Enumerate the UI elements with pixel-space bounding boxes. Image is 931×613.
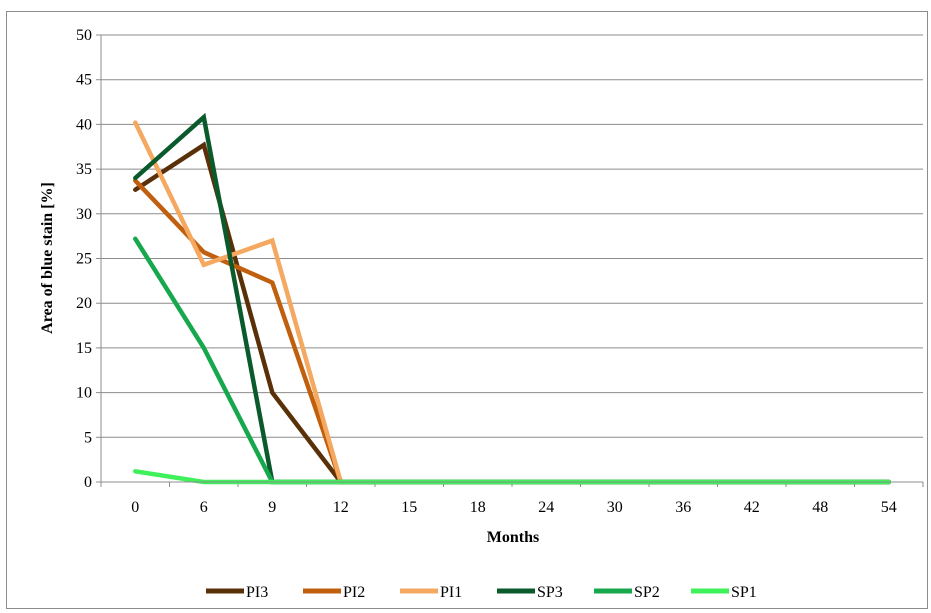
legend-label: PI3	[246, 584, 268, 601]
series-lines	[133, 112, 892, 485]
y-tick-label: 5	[84, 429, 92, 446]
y-tick-label: 20	[76, 295, 92, 312]
series-line-sp1	[133, 469, 892, 485]
x-tick-label: 6	[200, 499, 208, 516]
legend: PI3 PI2 PI1 SP3 SP2 SP1	[206, 584, 757, 601]
y-tick-label: 15	[76, 340, 92, 357]
x-tick-label: 48	[812, 499, 828, 516]
x-tick-label: 42	[744, 499, 760, 516]
x-tick-label: 12	[333, 499, 349, 516]
legend-item-sp3: SP3	[497, 584, 563, 601]
legend-item-sp2: SP2	[594, 584, 660, 601]
x-tick-label: 18	[470, 499, 486, 516]
chart-frame	[6, 11, 928, 609]
x-tick-label: 30	[607, 499, 623, 516]
y-tick-label: 10	[76, 385, 92, 402]
legend-label: SP2	[634, 584, 660, 601]
legend-label: PI2	[343, 584, 365, 601]
x-tick-label: 15	[401, 499, 417, 516]
y-tick-label: 30	[76, 206, 92, 223]
y-tick-label: 40	[76, 116, 92, 133]
legend-label: PI1	[440, 584, 462, 601]
legend-label: SP1	[731, 584, 757, 601]
gridlines	[101, 34, 923, 438]
legend-item-pi3: PI3	[206, 584, 268, 601]
x-axis-title: Months	[487, 529, 539, 546]
legend-item-sp1: SP1	[691, 584, 757, 601]
y-tick-label: 45	[76, 72, 92, 89]
x-tick-label: 36	[675, 499, 691, 516]
x-tick-label: 24	[538, 499, 554, 516]
x-tick-label: 9	[268, 499, 276, 516]
legend-item-pi1: PI1	[400, 584, 462, 601]
y-axis-ticks: 0 5 10 15 20 25 30 35 40 45 50	[76, 27, 101, 491]
y-tick-label: 35	[76, 161, 92, 178]
x-tick-label: 0	[131, 499, 139, 516]
y-tick-label: 0	[84, 474, 92, 491]
y-axis-title: Area of blue stain [%]	[39, 182, 56, 334]
y-tick-label: 50	[76, 27, 92, 44]
x-tick-label: 54	[881, 499, 897, 516]
y-tick-label: 25	[76, 251, 92, 268]
legend-item-pi2: PI2	[303, 584, 365, 601]
x-axis-ticks: 0 6 9 12 15 18 24 30 36 42 48 54	[100, 482, 924, 516]
legend-label: SP3	[537, 584, 563, 601]
